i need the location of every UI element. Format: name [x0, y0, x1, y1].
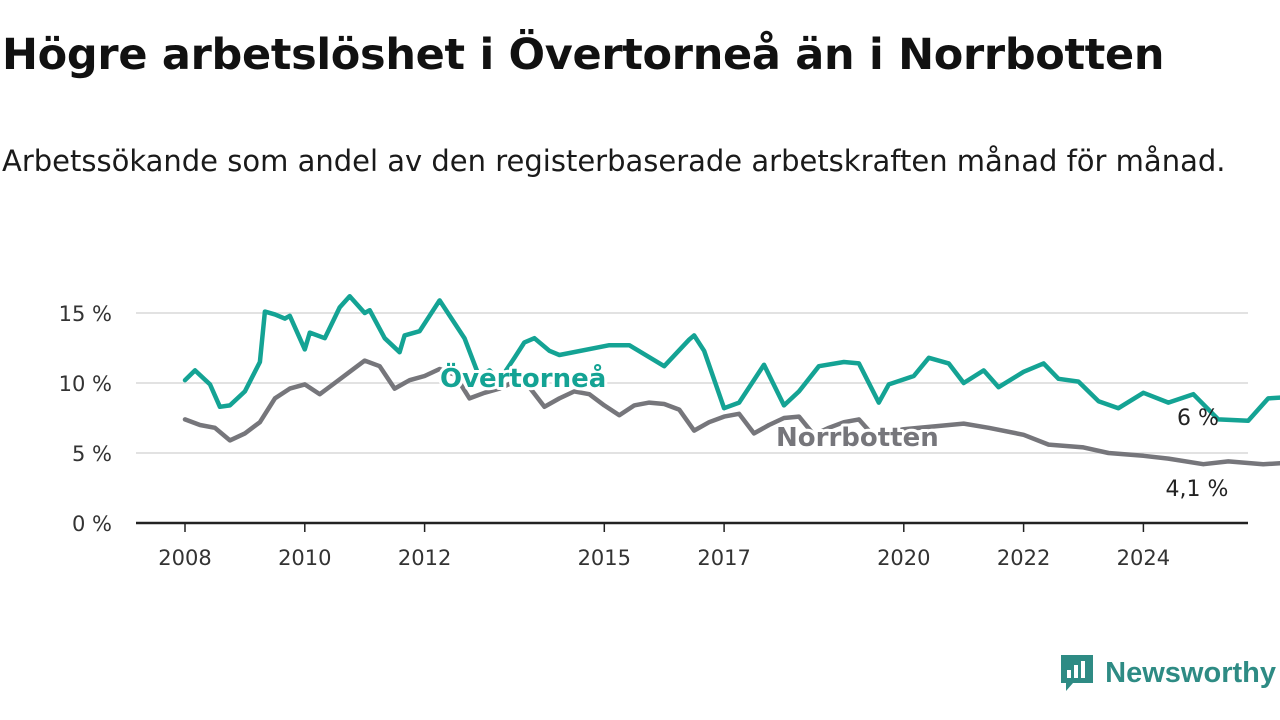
brand-logo: Newsworthy — [1059, 653, 1276, 693]
y-tick-label: 5 % — [72, 442, 112, 466]
x-tick-label: 2022 — [997, 546, 1050, 570]
chart-title: Högre arbetslöshet i Övertorneå än i Nor… — [2, 30, 1165, 80]
newsworthy-logo-icon — [1061, 655, 1094, 691]
end-value-label-overtornea: 6 % — [1177, 406, 1219, 431]
x-tick-label: 2010 — [278, 546, 331, 570]
series-label-norrbotten: Norrbotten — [776, 423, 939, 453]
x-tick-label: 2008 — [158, 546, 211, 570]
end-value-label-norrbotten: 4,1 % — [1166, 477, 1229, 502]
series-label-overtornea: Övertorneå — [440, 361, 606, 394]
y-tick-label: 0 % — [72, 512, 112, 536]
x-tick-label: 2024 — [1117, 546, 1170, 570]
y-tick-label: 15 % — [59, 302, 112, 326]
x-tick-label: 2017 — [697, 546, 750, 570]
chart-subtitle: Arbetssökande som andel av den registerb… — [2, 144, 1226, 178]
y-tick-label: 10 % — [59, 372, 112, 396]
brand-name: Newsworthy — [1105, 656, 1276, 689]
series-line-norrbotten — [182, 358, 1280, 467]
x-tick-label: 2012 — [398, 546, 451, 570]
x-tick-label: 2020 — [877, 546, 930, 570]
x-tick-label: 2015 — [578, 546, 631, 570]
series-line-overtornea — [182, 293, 1280, 424]
